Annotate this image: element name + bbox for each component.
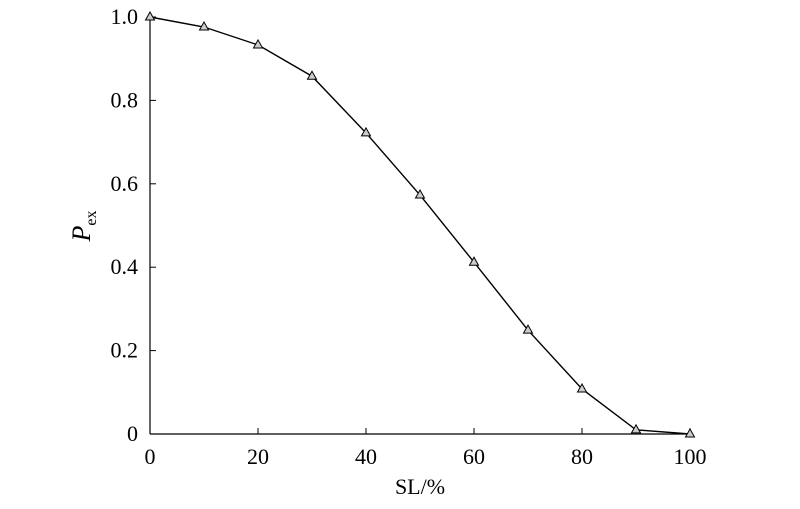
marker: [306, 70, 318, 80]
x-tick-label: 100: [674, 444, 707, 469]
marker: [252, 38, 264, 49]
x-tick-label: 40: [355, 444, 377, 469]
marker: [468, 256, 480, 266]
y-tick-label: 0.2: [111, 338, 139, 363]
y-tick-label: 0.8: [111, 87, 139, 112]
marker: [144, 10, 156, 21]
y-tick-label: 1.0: [111, 4, 139, 29]
x-axis-label: SL/%: [395, 474, 445, 499]
y-tick-label: 0.6: [111, 171, 139, 196]
x-tick-label: 60: [463, 444, 485, 469]
y-tick-label: 0: [127, 421, 138, 446]
marker: [684, 427, 696, 438]
y-tick-label: 0.4: [111, 254, 139, 279]
x-tick-label: 0: [145, 444, 156, 469]
marker: [360, 126, 372, 137]
y-axis-label: Pex: [67, 211, 100, 243]
y-axis-label-subscript: ex: [83, 211, 100, 226]
line: [149, 16, 691, 435]
marker: [522, 324, 534, 334]
x-tick-label: 80: [571, 444, 593, 469]
y-axis-label-main: P: [67, 226, 96, 243]
marker: [198, 20, 210, 31]
marker: [630, 423, 642, 434]
marker: [576, 382, 588, 393]
x-tick-label: 20: [247, 444, 269, 469]
marker: [414, 189, 426, 199]
